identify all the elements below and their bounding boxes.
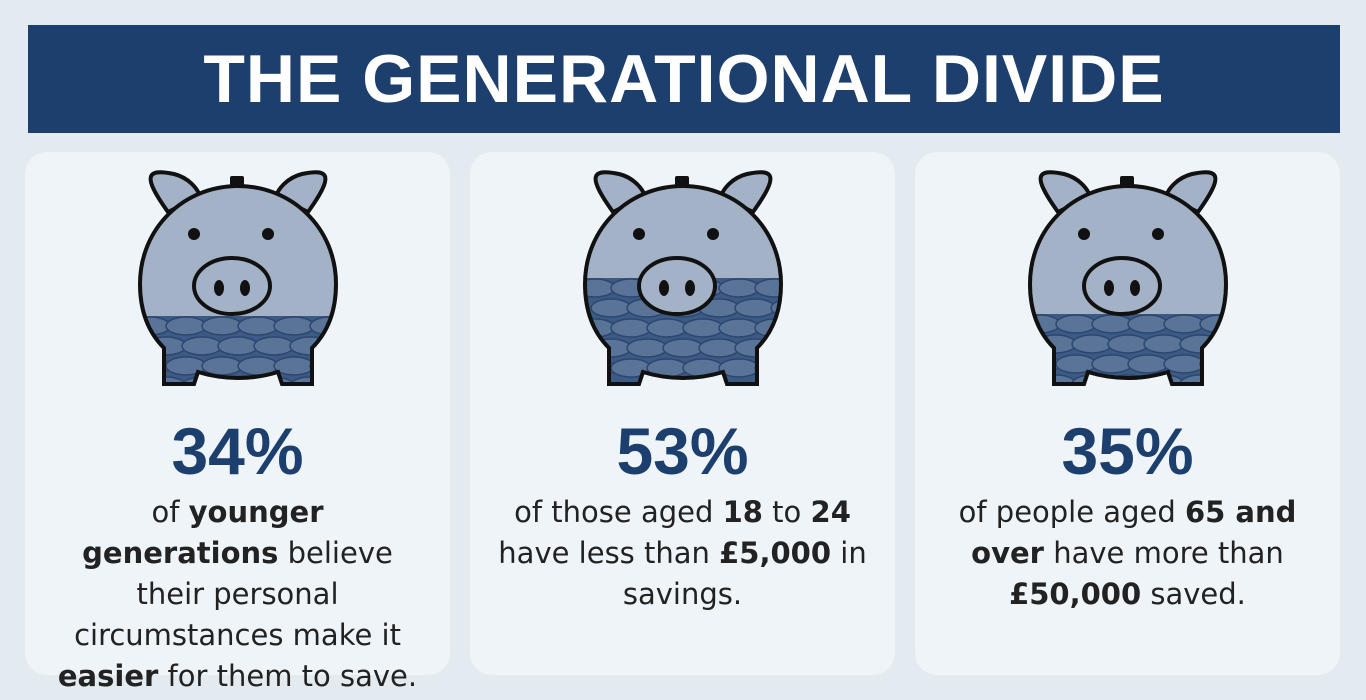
description: of younger generations believe their per… bbox=[53, 492, 423, 697]
nostril bbox=[1103, 280, 1114, 296]
slot bbox=[1119, 176, 1134, 188]
coin bbox=[1070, 334, 1113, 354]
bold-text: £5,000 bbox=[719, 536, 832, 570]
eye bbox=[1077, 228, 1090, 240]
text: saved. bbox=[1150, 577, 1246, 611]
card: 53% of those aged 18 to 24 have less than… bbox=[470, 152, 895, 675]
text: of bbox=[151, 495, 180, 529]
title: THE GENERATIONAL DIVIDE bbox=[28, 25, 1340, 133]
bold-text: 24 bbox=[810, 495, 851, 529]
piggy-bank bbox=[1027, 170, 1228, 386]
description: of people aged 65 and over have more tha… bbox=[943, 492, 1313, 615]
coin bbox=[308, 356, 336, 376]
text: have less than bbox=[498, 536, 710, 570]
coin bbox=[1090, 314, 1133, 334]
coin bbox=[717, 278, 760, 298]
coin bbox=[769, 338, 781, 358]
coin bbox=[717, 318, 760, 338]
snout bbox=[636, 256, 717, 316]
eye bbox=[1151, 228, 1164, 240]
pig-outline bbox=[582, 183, 783, 386]
coin bbox=[1214, 334, 1226, 354]
coin bbox=[272, 316, 315, 336]
piggy-bank bbox=[137, 170, 338, 386]
slot bbox=[229, 176, 244, 188]
slot bbox=[674, 176, 689, 188]
text: to bbox=[772, 495, 802, 529]
coin bbox=[661, 338, 704, 358]
card: 34% of younger generations believe their … bbox=[25, 152, 450, 693]
bold-text: 18 bbox=[722, 495, 763, 529]
coin bbox=[324, 336, 336, 356]
coin bbox=[589, 298, 632, 318]
nostril bbox=[213, 280, 224, 296]
coin bbox=[324, 376, 336, 384]
text: in savings. bbox=[622, 536, 867, 611]
snout bbox=[1081, 256, 1162, 316]
coin bbox=[1126, 314, 1169, 334]
coin bbox=[753, 278, 781, 298]
coin bbox=[584, 278, 616, 298]
bold-text: easier bbox=[57, 659, 159, 693]
text: believe their personal circumstances mak… bbox=[74, 536, 401, 652]
coin bbox=[609, 318, 652, 338]
coin bbox=[1162, 314, 1205, 334]
stat: 34% bbox=[171, 414, 304, 488]
coin bbox=[1126, 354, 1169, 374]
nostril bbox=[1129, 280, 1140, 296]
stat: 53% bbox=[616, 414, 749, 488]
coin bbox=[769, 298, 781, 318]
bold-text: 65 and over bbox=[971, 495, 1297, 570]
eye bbox=[632, 228, 645, 240]
bold-text: £50,000 bbox=[1009, 577, 1142, 611]
piggy-bank bbox=[582, 170, 783, 386]
coin bbox=[1142, 334, 1185, 354]
coin bbox=[1054, 354, 1097, 374]
text: of those aged bbox=[514, 495, 714, 529]
snout bbox=[191, 256, 272, 316]
nostril bbox=[658, 280, 669, 296]
coin bbox=[1090, 354, 1133, 374]
coin bbox=[1054, 314, 1097, 334]
coin bbox=[180, 336, 223, 356]
coin bbox=[200, 316, 243, 336]
coin bbox=[681, 318, 724, 338]
pig-outline bbox=[137, 183, 338, 386]
coin bbox=[252, 336, 295, 356]
coin bbox=[236, 316, 279, 336]
text: for them to save. bbox=[167, 659, 418, 693]
coin bbox=[625, 338, 668, 358]
nostril bbox=[239, 280, 250, 296]
coin bbox=[1198, 354, 1226, 374]
coin bbox=[1162, 354, 1205, 374]
nostril bbox=[684, 280, 695, 296]
description: of those aged 18 to 24 have less than £5… bbox=[498, 492, 868, 615]
coin bbox=[1214, 374, 1226, 384]
eye bbox=[706, 228, 719, 240]
bold-text: younger generations bbox=[82, 495, 324, 570]
coin bbox=[753, 358, 781, 378]
text: have more than bbox=[1053, 536, 1284, 570]
card: 35% of people aged 65 and over have more … bbox=[915, 152, 1340, 675]
pig-outline bbox=[1027, 183, 1228, 386]
coin bbox=[733, 298, 776, 318]
coin bbox=[1106, 334, 1149, 354]
coin bbox=[200, 356, 243, 376]
text: of people aged bbox=[958, 495, 1176, 529]
eye bbox=[261, 228, 274, 240]
coin bbox=[697, 338, 740, 358]
coin bbox=[645, 318, 688, 338]
stat: 35% bbox=[1061, 414, 1194, 488]
eye bbox=[187, 228, 200, 240]
coin bbox=[164, 316, 207, 336]
coin bbox=[216, 336, 259, 356]
